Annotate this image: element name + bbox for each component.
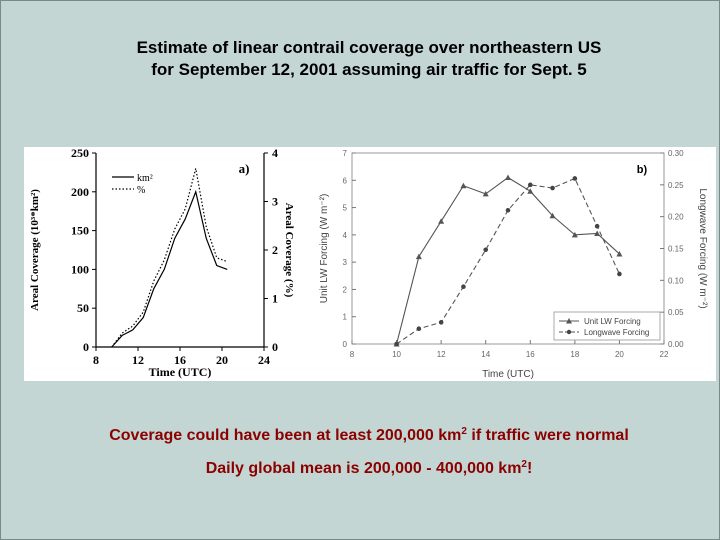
a-y-tick-label-left: 250 (71, 147, 89, 160)
b-legend-circle (566, 329, 572, 335)
b-longwave-point (438, 320, 444, 325)
slide-title: Estimate of linear contrail coverage ove… (0, 37, 720, 81)
a-x-tick-label: 8 (93, 353, 99, 367)
b-y-tick-label-left: 5 (343, 204, 348, 213)
b-y-tick-label-right: 0.15 (668, 245, 684, 254)
caption-global-mean: Daily global mean is 200,000 - 400,000 k… (0, 459, 720, 478)
a-x-tick-label: 20 (216, 353, 228, 367)
caption-coverage-tail: if traffic were normal (466, 427, 629, 444)
figure-panel: 8 12 16 20 24 0 50 100 150 200 250 0 1 2 3 4 Time (UTC) A… (24, 146, 716, 381)
title-line-1: Estimate of linear contrail coverage ove… (136, 38, 602, 57)
b-y-tick-label-left: 7 (343, 149, 348, 158)
b-y-tick-label-left: 4 (343, 231, 348, 240)
b-y-tick-label-right: 0.05 (668, 308, 684, 317)
b-legend-box (553, 311, 661, 341)
b-longwave-point (483, 247, 489, 253)
b-y-tick-label-right: 0.20 (668, 213, 684, 222)
a-x-tick-label: 24 (258, 353, 270, 367)
b-longwave-point (505, 208, 511, 213)
b-unit-lw-point (571, 231, 578, 238)
b-y-tick-label-right: 0.25 (668, 181, 684, 190)
b-longwave-point (617, 271, 622, 277)
b-x-tick-label: 16 (526, 350, 535, 359)
b-x-tick-label: 8 (350, 350, 355, 359)
b-longwave-point (416, 326, 422, 332)
b-unit-lw-point (438, 218, 445, 224)
a-y-tick-label-right: 3 (272, 195, 278, 209)
b-y-tick-label-left: 0 (343, 340, 348, 349)
a-y-axis-label-right: Areal Coverage (%) (283, 203, 295, 298)
a-series-line-km2 (111, 189, 228, 348)
a-x-tick-label: 12 (132, 353, 144, 367)
b-panel-label: b) (637, 164, 648, 176)
a-panel-label: a) (239, 161, 250, 176)
a-y-tick-label-right: 4 (272, 147, 278, 160)
b-y-tick-label-right: 0.00 (668, 340, 684, 349)
chart-b: 8 10 12 14 16 18 20 22012345670.000.050.100.150… (319, 149, 708, 380)
caption-global-tail: ! (526, 460, 533, 477)
b-unit-lw-point (594, 230, 601, 236)
b-longwave-point (572, 176, 578, 181)
b-unit-lw-point (616, 250, 623, 257)
a-series-line-percent (111, 168, 228, 348)
a-y-tick-label-left: 200 (71, 185, 89, 199)
b-y-tick-label-left: 1 (343, 313, 348, 322)
a-y-tick-label-left: 150 (71, 224, 89, 238)
b-y-tick-label-left: 6 (343, 176, 348, 185)
b-x-tick-label: 22 (660, 350, 669, 359)
b-y-tick-label-left: 3 (343, 258, 348, 267)
b-unit-lw-point (415, 253, 422, 260)
b-y-tick-label-right: 0.10 (668, 276, 684, 285)
b-longwave-point (461, 284, 466, 289)
b-legend-label: Longwave Forcing (584, 328, 649, 337)
a-y-tick-label-left: 100 (71, 262, 89, 276)
a-x-axis-label: Time (UTC) (149, 365, 212, 379)
b-unit-lw-point (460, 182, 467, 189)
b-longwave-point (550, 185, 555, 191)
caption-coverage: Coverage could have been at least 200,00… (0, 426, 720, 445)
b-x-tick-label: 14 (481, 350, 490, 359)
b-y-tick-label-left: 2 (343, 285, 348, 294)
a-y-tick-label-right: 1 (272, 292, 278, 306)
b-x-axis-label: Time (UTC) (482, 369, 534, 380)
b-y-axis-label-left: Unit LW Forcing (W m⁻²) (319, 194, 330, 304)
b-longwave-point (594, 223, 600, 229)
b-x-tick-label: 20 (615, 350, 624, 359)
a-y-tick-label-left: 50 (77, 301, 89, 315)
a-y-tick-label-right: 2 (272, 243, 278, 257)
b-y-axis-label-right: Longwave Forcing (W m⁻²) (697, 188, 708, 308)
b-unit-lw-point (482, 190, 489, 197)
b-legend-triangle (566, 318, 572, 324)
a-x-tick-label: 16 (174, 353, 186, 367)
b-unit-lw-point (505, 174, 511, 181)
b-x-tick-label: 12 (437, 350, 446, 359)
caption-coverage-sup: 2 (461, 426, 467, 437)
b-longwave-point (527, 182, 533, 188)
a-y-axis-label-left: Areal Coverage (10³*km²) (29, 189, 41, 311)
b-legend-label: Unit LW Forcing (584, 317, 641, 326)
b-longwave-point (394, 341, 399, 347)
a-legend-label: km² (137, 173, 153, 184)
b-unit-lw-point (527, 188, 534, 194)
caption-global-text: Daily global mean is 200,000 - 400,000 k… (205, 460, 522, 477)
title-line-2: for September 12, 2001 assuming air traf… (151, 60, 587, 79)
a-y-tick-label-left: 0 (83, 340, 89, 354)
caption-global-sup: 2 (521, 459, 527, 470)
b-x-tick-label: 10 (392, 350, 401, 359)
b-y-tick-label-right: 0.30 (668, 149, 684, 158)
b-unit-lw-point (549, 212, 556, 219)
a-y-tick-label-right: 0 (272, 340, 278, 354)
caption-coverage-text: Coverage could have been at least 200,00… (109, 427, 462, 444)
a-legend-label: % (137, 185, 145, 196)
b-x-tick-label: 18 (570, 350, 579, 359)
